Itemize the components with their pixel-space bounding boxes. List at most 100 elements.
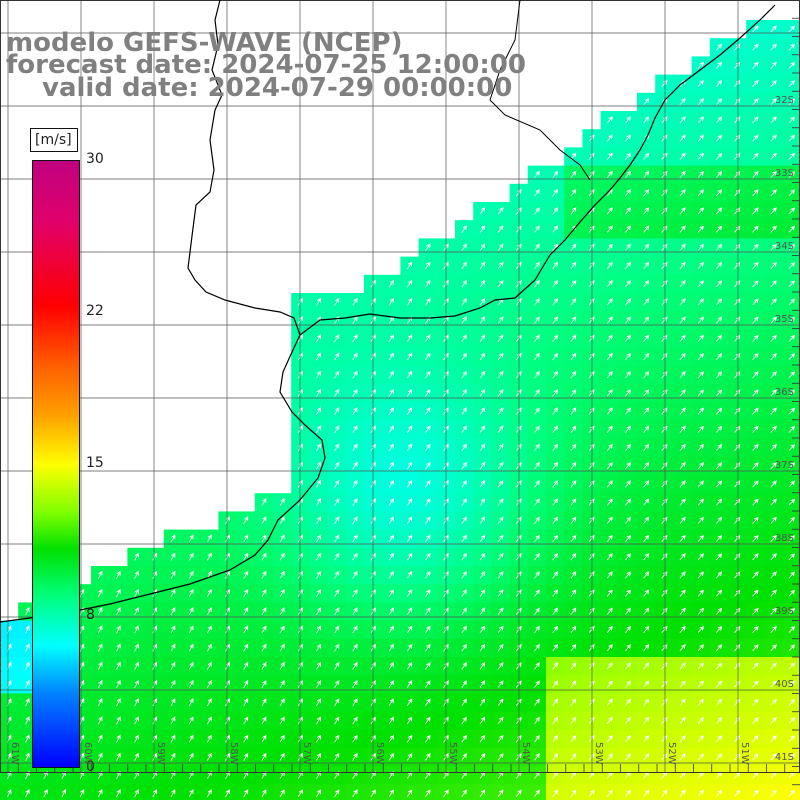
field-cell — [655, 784, 674, 800]
wind-arrow — [606, 207, 613, 215]
wind-arrow — [788, 698, 796, 706]
wind-arrow — [588, 516, 595, 524]
wind-arrow — [734, 389, 741, 397]
field-cell — [364, 784, 383, 800]
wind-arrow — [788, 298, 796, 306]
wind-arrow — [588, 644, 595, 652]
wind-arrow — [697, 680, 704, 688]
wind-arrow — [170, 643, 176, 652]
wind-arrow — [425, 480, 431, 488]
wind-arrow — [715, 553, 723, 561]
wind-arrow — [388, 534, 395, 543]
wind-arrow — [606, 134, 613, 142]
lon-label: 61W — [9, 742, 20, 765]
wind-arrow — [316, 716, 322, 725]
wind-arrow — [279, 589, 285, 597]
wind-arrow — [279, 698, 285, 707]
wind-arrow — [715, 280, 723, 288]
wind-arrow — [534, 225, 540, 233]
wind-arrow — [243, 716, 249, 725]
wind-arrow — [697, 298, 704, 306]
wind-arrow — [643, 607, 650, 615]
wind-arrow — [425, 789, 431, 798]
wind-arrow — [643, 662, 650, 670]
wind-arrow — [715, 789, 723, 797]
wind-arrow — [134, 625, 139, 634]
wind-arrow — [588, 352, 595, 361]
wind-arrow — [625, 662, 631, 670]
wind-arrow — [425, 425, 431, 434]
wind-arrow — [606, 261, 613, 270]
wind-arrow — [679, 261, 686, 270]
wind-arrow — [134, 570, 139, 579]
wind-arrow — [679, 298, 686, 306]
wind-arrow — [643, 680, 650, 688]
wind-arrow — [425, 298, 431, 306]
wind-arrow — [734, 61, 741, 69]
wind-arrow — [625, 553, 631, 561]
wind-arrow — [643, 553, 650, 561]
wind-arrow — [570, 389, 577, 397]
field-cell — [509, 784, 529, 800]
wind-arrow — [552, 279, 559, 288]
wind-arrow — [788, 480, 796, 488]
wind-arrow — [625, 261, 631, 270]
wind-arrow — [697, 607, 704, 615]
wind-arrow — [206, 607, 212, 616]
wind-arrow — [606, 425, 613, 433]
wind-arrow — [606, 789, 613, 797]
wind-arrow — [661, 298, 668, 306]
wind-arrow — [606, 480, 613, 488]
wind-arrow — [588, 443, 595, 452]
wind-arrow — [752, 225, 759, 233]
wind-arrow — [116, 752, 121, 761]
wind-arrow — [625, 625, 631, 634]
wind-arrow — [534, 571, 540, 579]
wind-arrow — [6, 789, 12, 798]
wind-arrow — [188, 643, 194, 652]
wind-arrow — [170, 661, 176, 670]
wind-arrow — [715, 43, 723, 51]
wind-arrow — [606, 243, 613, 251]
wind-arrow — [679, 480, 686, 488]
wind-arrow — [606, 516, 613, 524]
wind-arrow — [643, 789, 650, 797]
wind-arrow — [588, 134, 595, 142]
wind-arrow — [625, 680, 631, 688]
wind-arrow — [570, 498, 577, 506]
wind-arrow — [625, 280, 631, 288]
wind-arrow — [170, 698, 176, 707]
wind-arrow — [206, 716, 212, 725]
wind-arrow — [679, 334, 686, 342]
wind-arrow — [588, 462, 595, 470]
wind-arrow — [715, 298, 723, 306]
lon-label: 55W — [447, 742, 458, 765]
lat-label: 41S — [774, 752, 794, 763]
wind-arrow — [534, 516, 540, 524]
wind-arrow — [643, 480, 650, 488]
wind-arrow — [679, 407, 686, 415]
wind-arrow — [279, 661, 285, 670]
wind-arrow — [479, 516, 486, 525]
wind-arrow — [406, 753, 413, 761]
field-cell — [564, 784, 583, 800]
wind-arrow — [406, 698, 413, 707]
wind-arrow — [134, 588, 139, 598]
wind-arrow — [534, 407, 540, 415]
wind-arrow — [552, 789, 559, 797]
wind-arrow — [497, 279, 504, 288]
wind-arrow — [588, 407, 595, 415]
wind-arrow — [461, 243, 467, 252]
wind-arrow — [97, 752, 103, 761]
wind-arrow — [734, 716, 741, 724]
wind-arrow — [534, 170, 540, 179]
wind-arrow — [134, 716, 139, 725]
wind-arrow — [788, 152, 796, 160]
wind-arrow — [752, 516, 759, 524]
wind-arrow — [316, 570, 322, 579]
wind-arrow — [788, 353, 796, 360]
wind-arrow — [734, 298, 741, 306]
lon-label: 53W — [593, 742, 604, 765]
wind-arrow — [497, 243, 504, 251]
wind-arrow — [534, 243, 540, 251]
